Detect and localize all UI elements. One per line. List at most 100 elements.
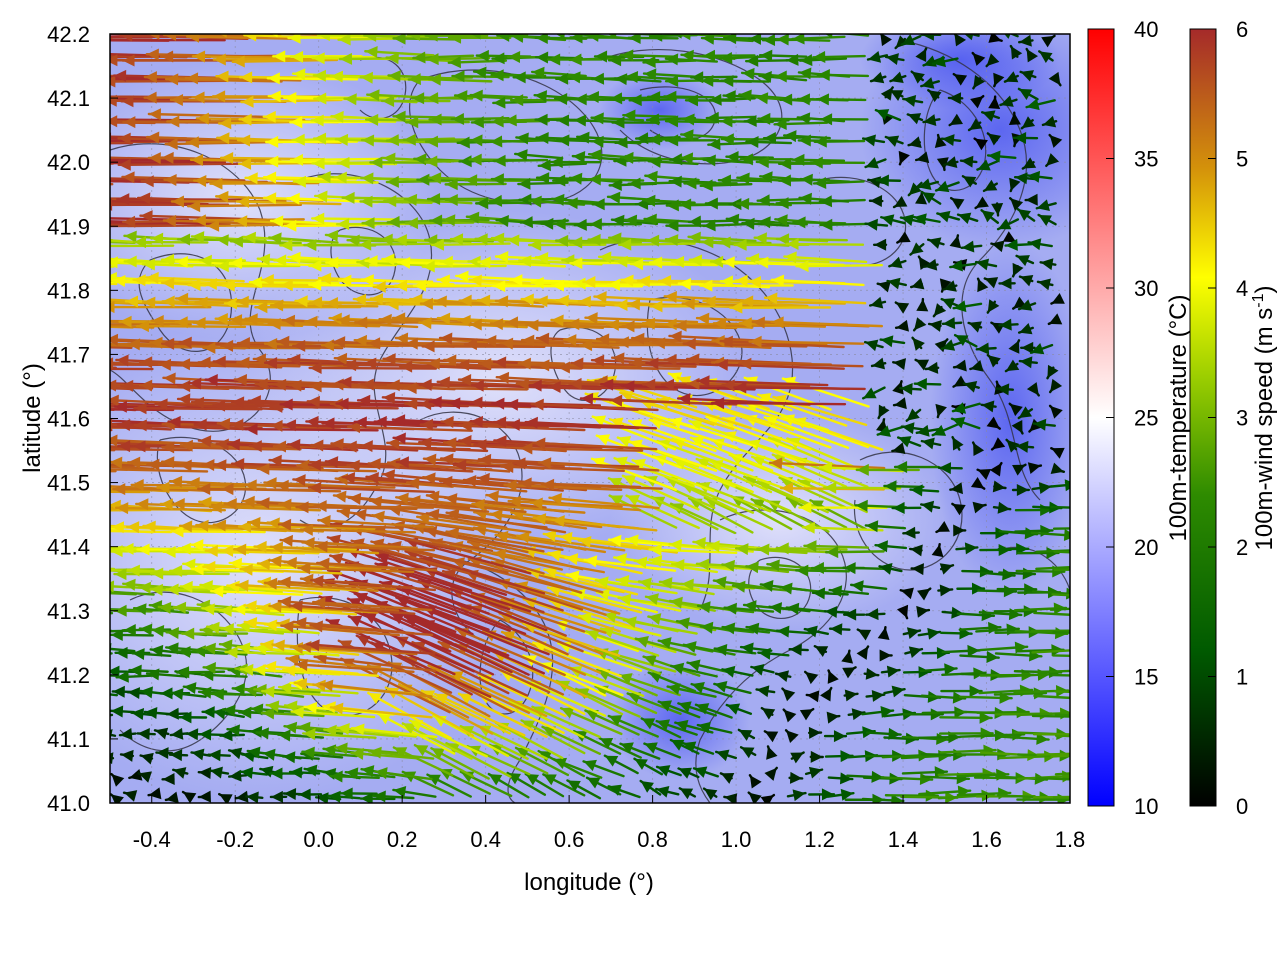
wind-arrow-head xyxy=(648,613,662,625)
wind-arrow-head xyxy=(724,793,738,803)
wind-arrow-head xyxy=(806,690,820,703)
wind-arrow-head xyxy=(337,723,350,735)
wind-arrow xyxy=(618,673,681,697)
wind-arrow-head xyxy=(790,752,804,764)
wind-arrow-head xyxy=(749,775,762,789)
wind-arrow xyxy=(813,645,829,657)
wind-arrow-shaft xyxy=(508,699,585,739)
wind-arrow-head xyxy=(26,319,38,331)
wind-arrow-head xyxy=(789,771,803,784)
wind-arrow xyxy=(959,651,1000,664)
wind-arrow xyxy=(904,646,924,658)
wind-arrow-shaft xyxy=(289,604,416,615)
wind-arrow-shaft xyxy=(312,600,433,612)
wind-arrow-head xyxy=(641,718,656,730)
wind-arrow xyxy=(131,648,172,661)
wind-arrow-head xyxy=(891,685,905,698)
wind-arrow-head xyxy=(495,722,510,734)
wind-arrow-shaft xyxy=(277,685,359,695)
wind-arrow-head xyxy=(764,767,777,781)
wind-arrow-head xyxy=(351,747,364,760)
wind-arrow xyxy=(655,719,698,736)
wind-arrow-head xyxy=(1073,609,1085,621)
wind-arrow-head xyxy=(127,687,141,700)
wind-arrow xyxy=(175,666,226,679)
wind-arrow-head xyxy=(166,642,179,655)
wind-arrow xyxy=(110,382,115,385)
wind-arrow-shaft xyxy=(354,566,490,615)
wind-arrow-head xyxy=(89,463,101,475)
wind-arrow-head xyxy=(760,795,774,803)
wind-arrow-head xyxy=(1073,625,1085,637)
wind-arrow xyxy=(143,706,170,719)
wind-arrow-shaft xyxy=(546,586,643,614)
wind-arrow-head xyxy=(298,788,311,801)
wind-arrow-head xyxy=(304,764,318,777)
wind-arrow xyxy=(178,711,208,724)
wind-arrow xyxy=(392,746,454,777)
wind-arrow-head xyxy=(604,611,618,623)
wind-arrow-head xyxy=(30,171,42,183)
wind-arrow-head xyxy=(698,601,711,614)
wind-arrow xyxy=(261,685,341,698)
wind-arrow-head xyxy=(261,639,274,652)
wind-arrow xyxy=(262,660,359,675)
wind-arrow-head xyxy=(46,583,58,595)
wind-arrow-head xyxy=(166,583,179,596)
wind-arrow-head xyxy=(431,748,445,760)
wind-arrow-shaft xyxy=(1054,713,1070,717)
wind-arrow-head xyxy=(263,660,277,673)
wind-arrow-head xyxy=(1036,732,1049,745)
wind-arrow-head xyxy=(683,741,697,753)
wind-arrow xyxy=(775,625,811,638)
wind-arrow-head xyxy=(173,601,187,614)
wind-arrow-head xyxy=(0,213,4,225)
wind-arrow-head xyxy=(119,727,133,740)
wind-arrow-head xyxy=(44,137,56,149)
wind-arrow xyxy=(243,600,342,614)
wind-arrow xyxy=(1052,796,1070,799)
wind-arrow-shaft xyxy=(1035,776,1070,781)
wind-arrow-head xyxy=(1064,479,1070,492)
wind-arrow xyxy=(110,136,116,140)
wind-arrow-head xyxy=(160,687,173,700)
wind-arrow xyxy=(760,793,776,803)
wind-arrow xyxy=(559,707,623,736)
wind-arrow-shaft xyxy=(294,663,415,673)
wind-arrow-head xyxy=(4,379,16,391)
wind-arrow xyxy=(367,746,435,760)
wind-arrow-head xyxy=(1023,605,1036,618)
wind-arrow-shaft xyxy=(494,721,564,760)
wind-arrow-head xyxy=(879,649,892,662)
wind-arrow xyxy=(280,620,401,637)
wind-arrow-head xyxy=(906,627,920,639)
wind-arrow-head xyxy=(782,688,796,702)
wind-arrow-head xyxy=(110,629,123,642)
wind-arrow-head xyxy=(330,702,344,715)
wind-arrow-head xyxy=(262,685,275,698)
wind-arrow-head xyxy=(35,561,47,573)
wind-arrow-shaft xyxy=(269,304,379,308)
wind-arrow-head xyxy=(57,130,69,142)
wind-arrow-head xyxy=(207,621,220,634)
wind-arrow-head xyxy=(63,625,75,637)
wind-arrow-head xyxy=(123,578,136,591)
wind-arrow-head xyxy=(110,580,115,593)
wind-arrow-head xyxy=(842,667,856,679)
wind-arrow-shaft xyxy=(710,401,847,406)
wind-arrow xyxy=(149,583,227,596)
wind-arrow-shaft xyxy=(110,323,114,327)
wind-arrow xyxy=(334,742,399,755)
wind-arrow-shaft xyxy=(290,710,376,719)
wind-arrow-head xyxy=(30,193,42,205)
wind-arrow-head xyxy=(656,785,670,798)
wind-arrow-head xyxy=(0,402,3,414)
wind-arrow-head xyxy=(98,240,110,252)
wind-arrow-head xyxy=(295,659,308,672)
wind-arrow xyxy=(110,752,115,765)
wind-arrow-head xyxy=(5,355,17,367)
wind-arrow xyxy=(824,750,854,763)
wind-arrow-shaft xyxy=(329,706,433,719)
wind-arrow-shaft xyxy=(110,713,114,717)
wind-arrow xyxy=(723,793,738,803)
